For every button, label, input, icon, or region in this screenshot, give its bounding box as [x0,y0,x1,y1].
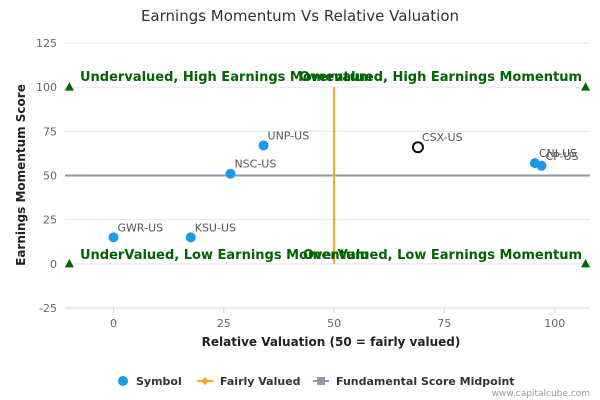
x-tick-label: 100 [544,317,565,330]
point-nsc-us [225,168,236,179]
legend-midpoint-marker [317,377,325,385]
triangle-marker [581,82,591,91]
x-tick-label: 0 [110,317,117,330]
y-tick-label: 25 [43,214,57,227]
point-label: KSU-US [195,221,236,234]
point-label: CSX-US [422,131,463,144]
point-ksu-us [185,232,196,243]
quadrant-label-bottom-right: OverValued, Low Earnings Momentum [303,248,582,263]
triangle-marker [581,258,591,268]
x-axis-title: Relative Valuation (50 = fairly valued) [202,335,461,349]
point-label: CP-US [545,150,578,163]
legend-fair-label: Fairly Valued [220,375,301,388]
triangle-marker [64,82,74,91]
y-tick-label: -25 [39,302,57,315]
legend-midpoint-label: Fundamental Score Midpoint [336,375,515,388]
legend: Symbol Fairly Valued Fundamental Score Mid… [118,375,515,388]
y-tick-label: 0 [50,258,57,271]
y-axis-ticks: -25 0 25 50 75 100 125 [36,37,57,315]
point-csx-us [411,141,424,154]
x-tick-label: 50 [327,317,341,330]
quadrant-label-top-left: Undervalued, High Earnings Momentum [80,70,372,85]
point-label: NSC-US [234,158,276,171]
point-label: GWR-US [118,221,164,234]
y-tick-label: 75 [43,125,57,138]
legend-fair-marker [201,377,209,385]
chart-title: Earnings Momentum Vs Relative Valuation [141,7,459,25]
y-axis-title: Earnings Momentum Score [14,84,28,266]
x-tick-label: 25 [217,317,231,330]
point-label: CNI-US [539,147,577,160]
scatter-points: GWR-US KSU-US NSC-US UNP-US CSX-US CNI-USCP-U… [108,129,579,243]
x-axis-ticks: 0 25 50 75 100 [65,307,590,330]
y-tick-label: 125 [36,37,57,50]
x-tick-label: 75 [437,317,451,330]
legend-symbol-label: Symbol [136,375,182,388]
point-cp-us [536,160,547,171]
point-unp-us [258,140,269,151]
reference-lines [65,87,590,264]
corner-markers [64,82,591,268]
y-tick-label: 100 [36,81,57,94]
credit-text: www.capitalcube.com [492,389,590,399]
quadrant-labels: Undervalued, High Earnings Momentum Over… [80,70,582,263]
point-gwr-us [108,232,119,243]
quadrant-label-bottom-left: UnderValued, Low Earnings Momentum [80,248,369,263]
y-tick-label: 50 [43,170,57,183]
point-label: UNP-US [268,129,310,142]
legend-symbol-marker [118,376,128,386]
triangle-marker [64,258,74,268]
quadrant-label-top-right: Overvalued, High Earnings Momentum [299,70,582,85]
